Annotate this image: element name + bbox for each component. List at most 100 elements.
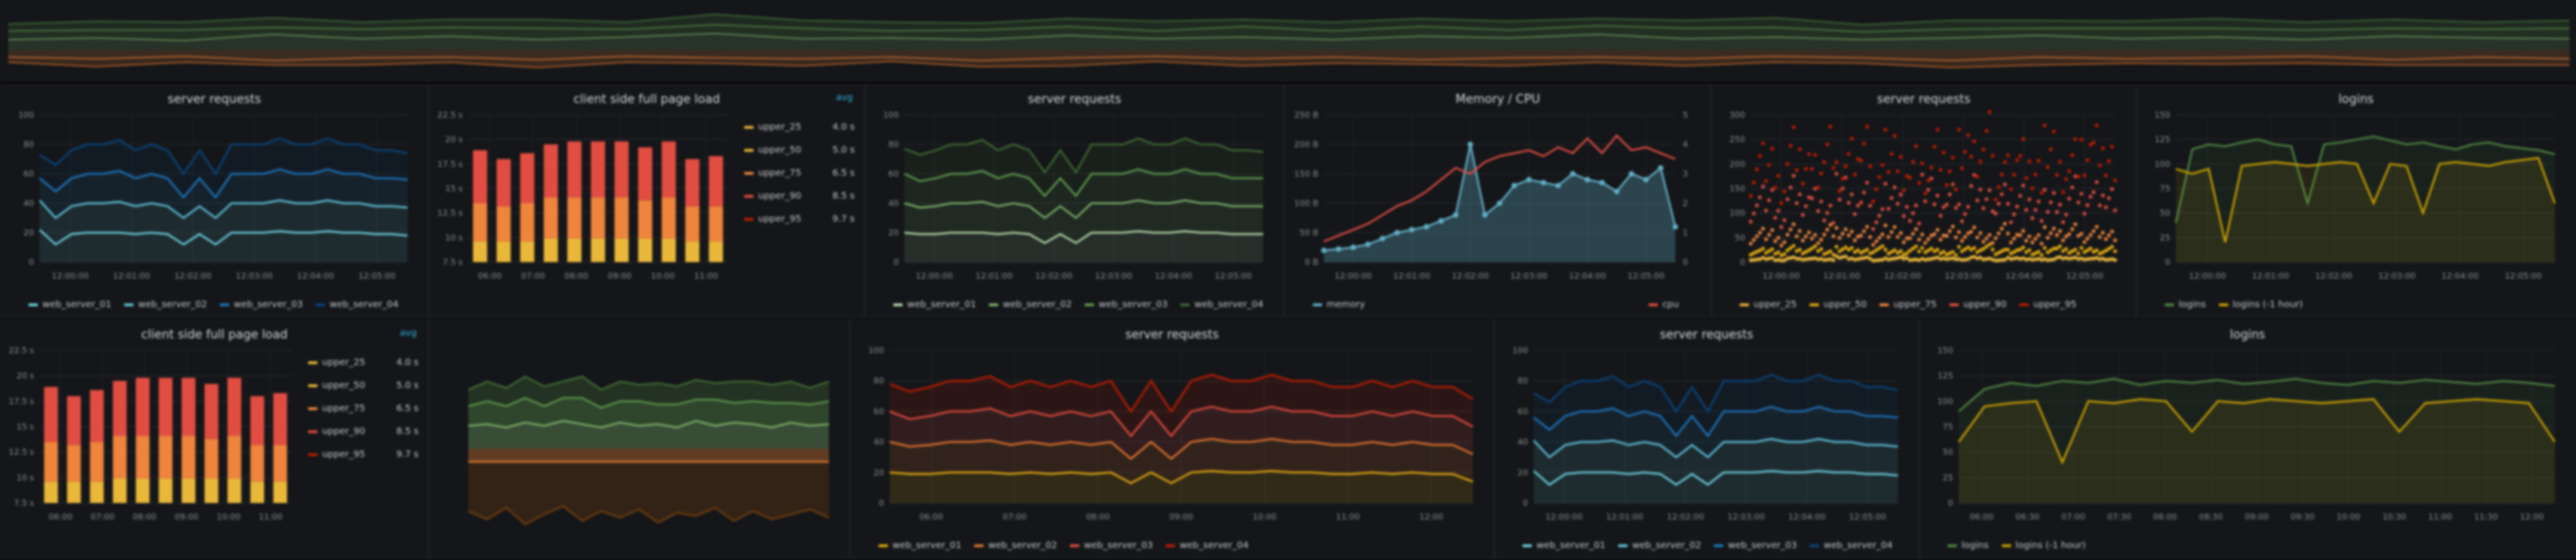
- legend-item[interactable]: web_server_04: [1166, 541, 1248, 551]
- panel-title[interactable]: server requests: [1028, 93, 1121, 107]
- bar-segment[interactable]: [43, 386, 58, 442]
- bar-segment[interactable]: [43, 441, 58, 482]
- legend-item[interactable]: upper_25 4.0 s: [744, 122, 855, 132]
- panel-logins-1[interactable]: logins 0 25 50 75 100 125 150 12:00:00 12:01:00 12…: [2136, 85, 2576, 318]
- legend-item[interactable]: web_server_02: [124, 300, 207, 310]
- bar-segment[interactable]: [473, 203, 488, 242]
- bar-segment[interactable]: [273, 393, 288, 445]
- bar-segment[interactable]: [66, 444, 81, 482]
- legend-item[interactable]: upper_50 5.0 s: [744, 145, 855, 155]
- legend-item[interactable]: web_server_03: [220, 300, 303, 310]
- legend-item[interactable]: upper_50: [1810, 300, 1867, 310]
- panel-logins-2[interactable]: logins 0 25 50 75 100 125 150 06:00 06:30 07:00 07:…: [1919, 320, 2576, 559]
- bar-segment[interactable]: [661, 238, 676, 262]
- bar-segment[interactable]: [204, 439, 219, 479]
- bar-segment[interactable]: [496, 241, 512, 262]
- legend-item[interactable]: cpu: [1648, 300, 1679, 310]
- legend-item[interactable]: upper_75 6.5 s: [744, 168, 855, 178]
- bar-segment[interactable]: [204, 478, 219, 503]
- legend-header-avg[interactable]: avg: [399, 328, 417, 338]
- bar-segment[interactable]: [591, 238, 605, 262]
- legend-item[interactable]: upper_75 6.5 s: [308, 404, 419, 414]
- legend-item[interactable]: web_server_03: [1714, 541, 1797, 551]
- bar-segment[interactable]: [567, 238, 582, 262]
- bar-segment[interactable]: [135, 478, 150, 503]
- bar-segment[interactable]: [66, 481, 81, 503]
- panel-title[interactable]: Memory / CPU: [1455, 93, 1540, 107]
- bar-segment[interactable]: [112, 435, 127, 479]
- legend-item[interactable]: upper_25: [1740, 300, 1797, 310]
- bar-segment[interactable]: [135, 377, 150, 436]
- bar-segment[interactable]: [227, 377, 242, 436]
- panel-title[interactable]: logins: [2229, 328, 2266, 342]
- legend-item[interactable]: web_server_04: [316, 300, 398, 310]
- legend-item[interactable]: upper_90 8.5 s: [308, 427, 419, 437]
- legend-item[interactable]: upper_90 8.5 s: [744, 191, 855, 201]
- panel-title[interactable]: server requests: [1125, 328, 1219, 342]
- bar-segment[interactable]: [112, 381, 127, 436]
- legend-item[interactable]: web_server_02: [974, 541, 1057, 551]
- legend-item[interactable]: web_server_01: [1523, 541, 1605, 551]
- bar-segment[interactable]: [638, 147, 652, 200]
- bar-segment[interactable]: [112, 478, 127, 503]
- bar-segment[interactable]: [708, 206, 723, 242]
- panel-title[interactable]: client side full page load: [573, 93, 720, 107]
- bar-segment[interactable]: [684, 241, 700, 262]
- panel-server-requests-1[interactable]: server requests 0 20 40 60 80 100 12:00:00 12:01…: [0, 85, 429, 318]
- legend-item[interactable]: logins (-1 hour): [2001, 541, 2086, 551]
- bar-segment[interactable]: [638, 238, 652, 262]
- bar-segment[interactable]: [591, 141, 605, 198]
- bar-segment[interactable]: [181, 435, 196, 479]
- legend-item[interactable]: web_server_04: [1180, 300, 1263, 310]
- panel-server-requests-3[interactable]: server requests 0 20 40 60 80 100 06:00 07:00 08:…: [850, 320, 1494, 559]
- panel-title[interactable]: server requests: [167, 93, 261, 107]
- panel-title[interactable]: server requests: [1660, 328, 1754, 342]
- bar-segment[interactable]: [135, 435, 150, 479]
- bar-segment[interactable]: [496, 206, 512, 242]
- bar-segment[interactable]: [614, 197, 629, 239]
- legend-item[interactable]: upper_95 9.7 s: [744, 214, 855, 224]
- panel-server-requests-scatter[interactable]: server requests 0 50 100 150 200 250 300 12:00:0…: [1711, 85, 2136, 318]
- panel-client-page-load-1[interactable]: client side full page load avg 7.5 s 10 s 12…: [429, 85, 865, 318]
- bar-segment[interactable]: [544, 144, 558, 198]
- legend-item[interactable]: upper_95 9.7 s: [308, 450, 419, 460]
- legend-item[interactable]: upper_90: [1949, 300, 2007, 310]
- bar-segment[interactable]: [227, 435, 242, 479]
- bar-segment[interactable]: [544, 238, 558, 262]
- bar-segment[interactable]: [89, 441, 104, 482]
- panel-title[interactable]: client side full page load: [141, 328, 288, 342]
- bar-segment[interactable]: [591, 197, 605, 239]
- bar-segment[interactable]: [473, 241, 488, 262]
- bar-segment[interactable]: [708, 155, 723, 207]
- bar-segment[interactable]: [661, 197, 676, 239]
- bar-segment[interactable]: [520, 153, 535, 203]
- bar-segment[interactable]: [158, 377, 173, 436]
- bar-segment[interactable]: [684, 206, 700, 242]
- bar-segment[interactable]: [544, 197, 558, 239]
- bar-segment[interactable]: [89, 390, 104, 442]
- panel-server-requests-4[interactable]: server requests 0 20 40 60 80 100 12:00:00 12:01…: [1494, 320, 1919, 559]
- bar-segment[interactable]: [250, 481, 265, 503]
- bar-segment[interactable]: [273, 444, 288, 482]
- legend-item[interactable]: web_server_03: [1070, 541, 1153, 551]
- legend-item[interactable]: logins: [1948, 541, 1989, 551]
- bar-segment[interactable]: [181, 377, 196, 436]
- bar-segment[interactable]: [158, 435, 173, 479]
- bar-segment[interactable]: [567, 141, 582, 198]
- legend-header-avg[interactable]: avg: [835, 93, 853, 103]
- bar-segment[interactable]: [708, 241, 723, 262]
- bar-segment[interactable]: [567, 197, 582, 239]
- bar-segment[interactable]: [89, 481, 104, 503]
- bar-segment[interactable]: [684, 159, 700, 207]
- legend-item[interactable]: web_server_02: [989, 300, 1072, 310]
- legend-item[interactable]: web_server_01: [879, 541, 961, 551]
- bar-segment[interactable]: [43, 481, 58, 503]
- bar-segment[interactable]: [614, 238, 629, 262]
- legend-item[interactable]: logins (-1 hour): [2218, 300, 2303, 310]
- legend-item[interactable]: web_server_01: [893, 300, 976, 310]
- panel-title[interactable]: server requests: [1877, 93, 1971, 107]
- bar-segment[interactable]: [496, 159, 512, 207]
- bar-segment[interactable]: [66, 395, 81, 445]
- legend-item[interactable]: web_server_03: [1085, 300, 1167, 310]
